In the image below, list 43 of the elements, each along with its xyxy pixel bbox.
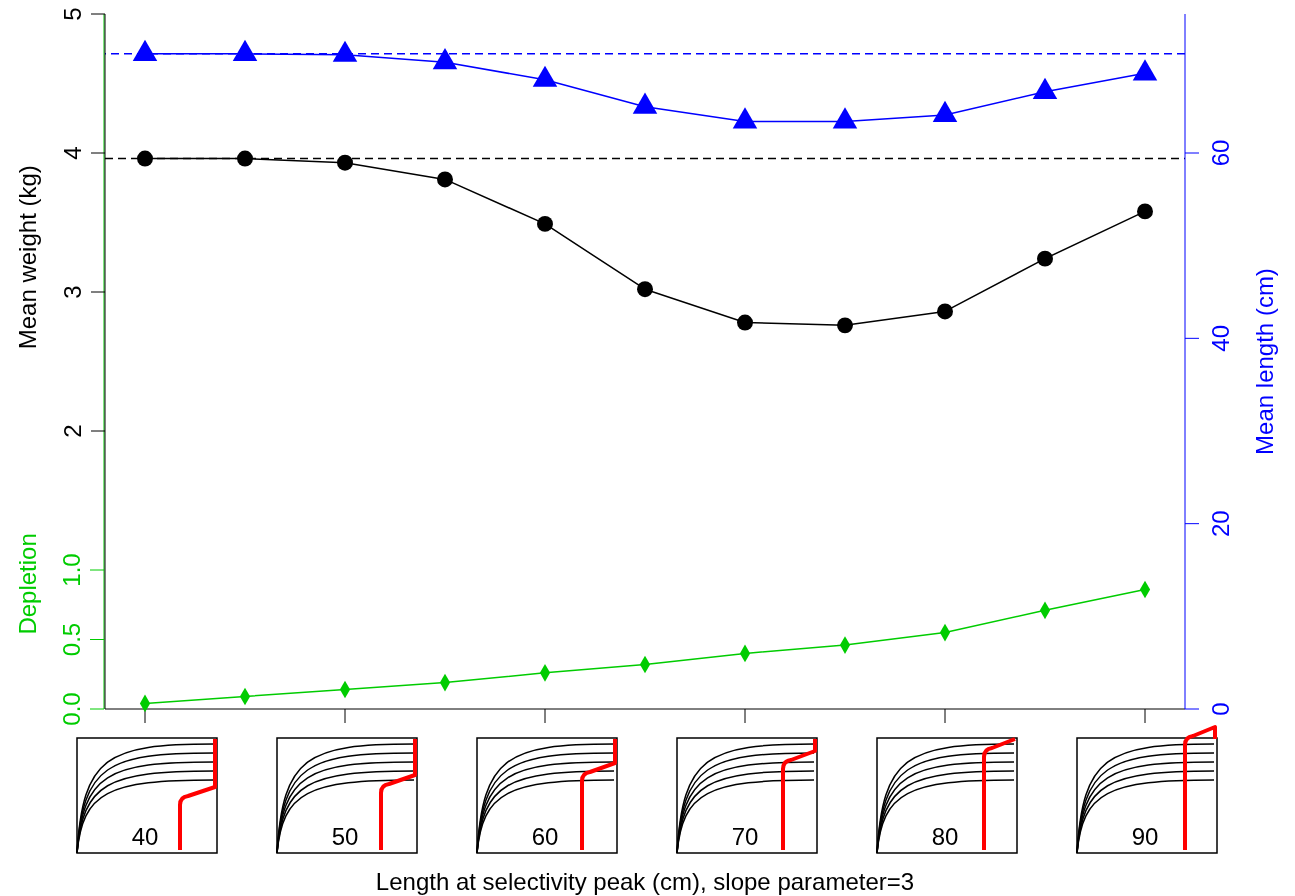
point xyxy=(937,303,953,320)
point xyxy=(637,281,653,298)
x-tick-label: 80 xyxy=(931,823,959,850)
y-tick-label: 4 xyxy=(59,146,86,160)
y-tick-label: 5 xyxy=(59,7,86,21)
point xyxy=(832,107,858,129)
y3-tick-label: 0.0 xyxy=(58,692,85,726)
point xyxy=(137,150,153,167)
y2-tick-label: 20 xyxy=(1207,510,1234,538)
y-tick-label: 2 xyxy=(59,424,86,438)
point xyxy=(837,317,853,334)
y2-tick-label: 0 xyxy=(1207,702,1234,716)
point xyxy=(632,92,658,114)
point xyxy=(337,154,353,171)
y3-axis-title: Depletion xyxy=(14,533,41,635)
point xyxy=(932,100,958,123)
y3-tick-label: 1.0 xyxy=(58,553,85,587)
point xyxy=(732,107,758,129)
point xyxy=(437,171,453,188)
x-tick-label: 70 xyxy=(731,823,759,850)
point xyxy=(432,48,458,70)
point xyxy=(237,150,253,167)
y-axis-title: Mean weight (kg) xyxy=(14,165,41,350)
point xyxy=(132,39,158,61)
y-tick-label: 3 xyxy=(59,285,86,299)
x-tick-label: 50 xyxy=(331,823,359,850)
point xyxy=(1032,77,1058,99)
y3-tick-label: 0.5 xyxy=(58,622,85,657)
point xyxy=(532,65,558,87)
point xyxy=(1037,250,1053,267)
point xyxy=(1132,59,1158,81)
point xyxy=(232,39,258,61)
y2-tick-label: 40 xyxy=(1207,324,1234,352)
y2-axis-title: Mean length (cm) xyxy=(1251,268,1278,455)
point xyxy=(537,215,553,232)
x-tick-label: 60 xyxy=(531,823,559,850)
x-axis-title: Length at selectivity peak (cm), slope parameter=3 xyxy=(375,868,915,895)
point xyxy=(1137,203,1153,220)
point xyxy=(737,314,753,331)
y2-tick-label: 60 xyxy=(1207,139,1234,167)
x-tick-label: 90 xyxy=(1131,823,1159,850)
x-tick-label: 40 xyxy=(131,823,159,850)
point xyxy=(332,40,358,62)
